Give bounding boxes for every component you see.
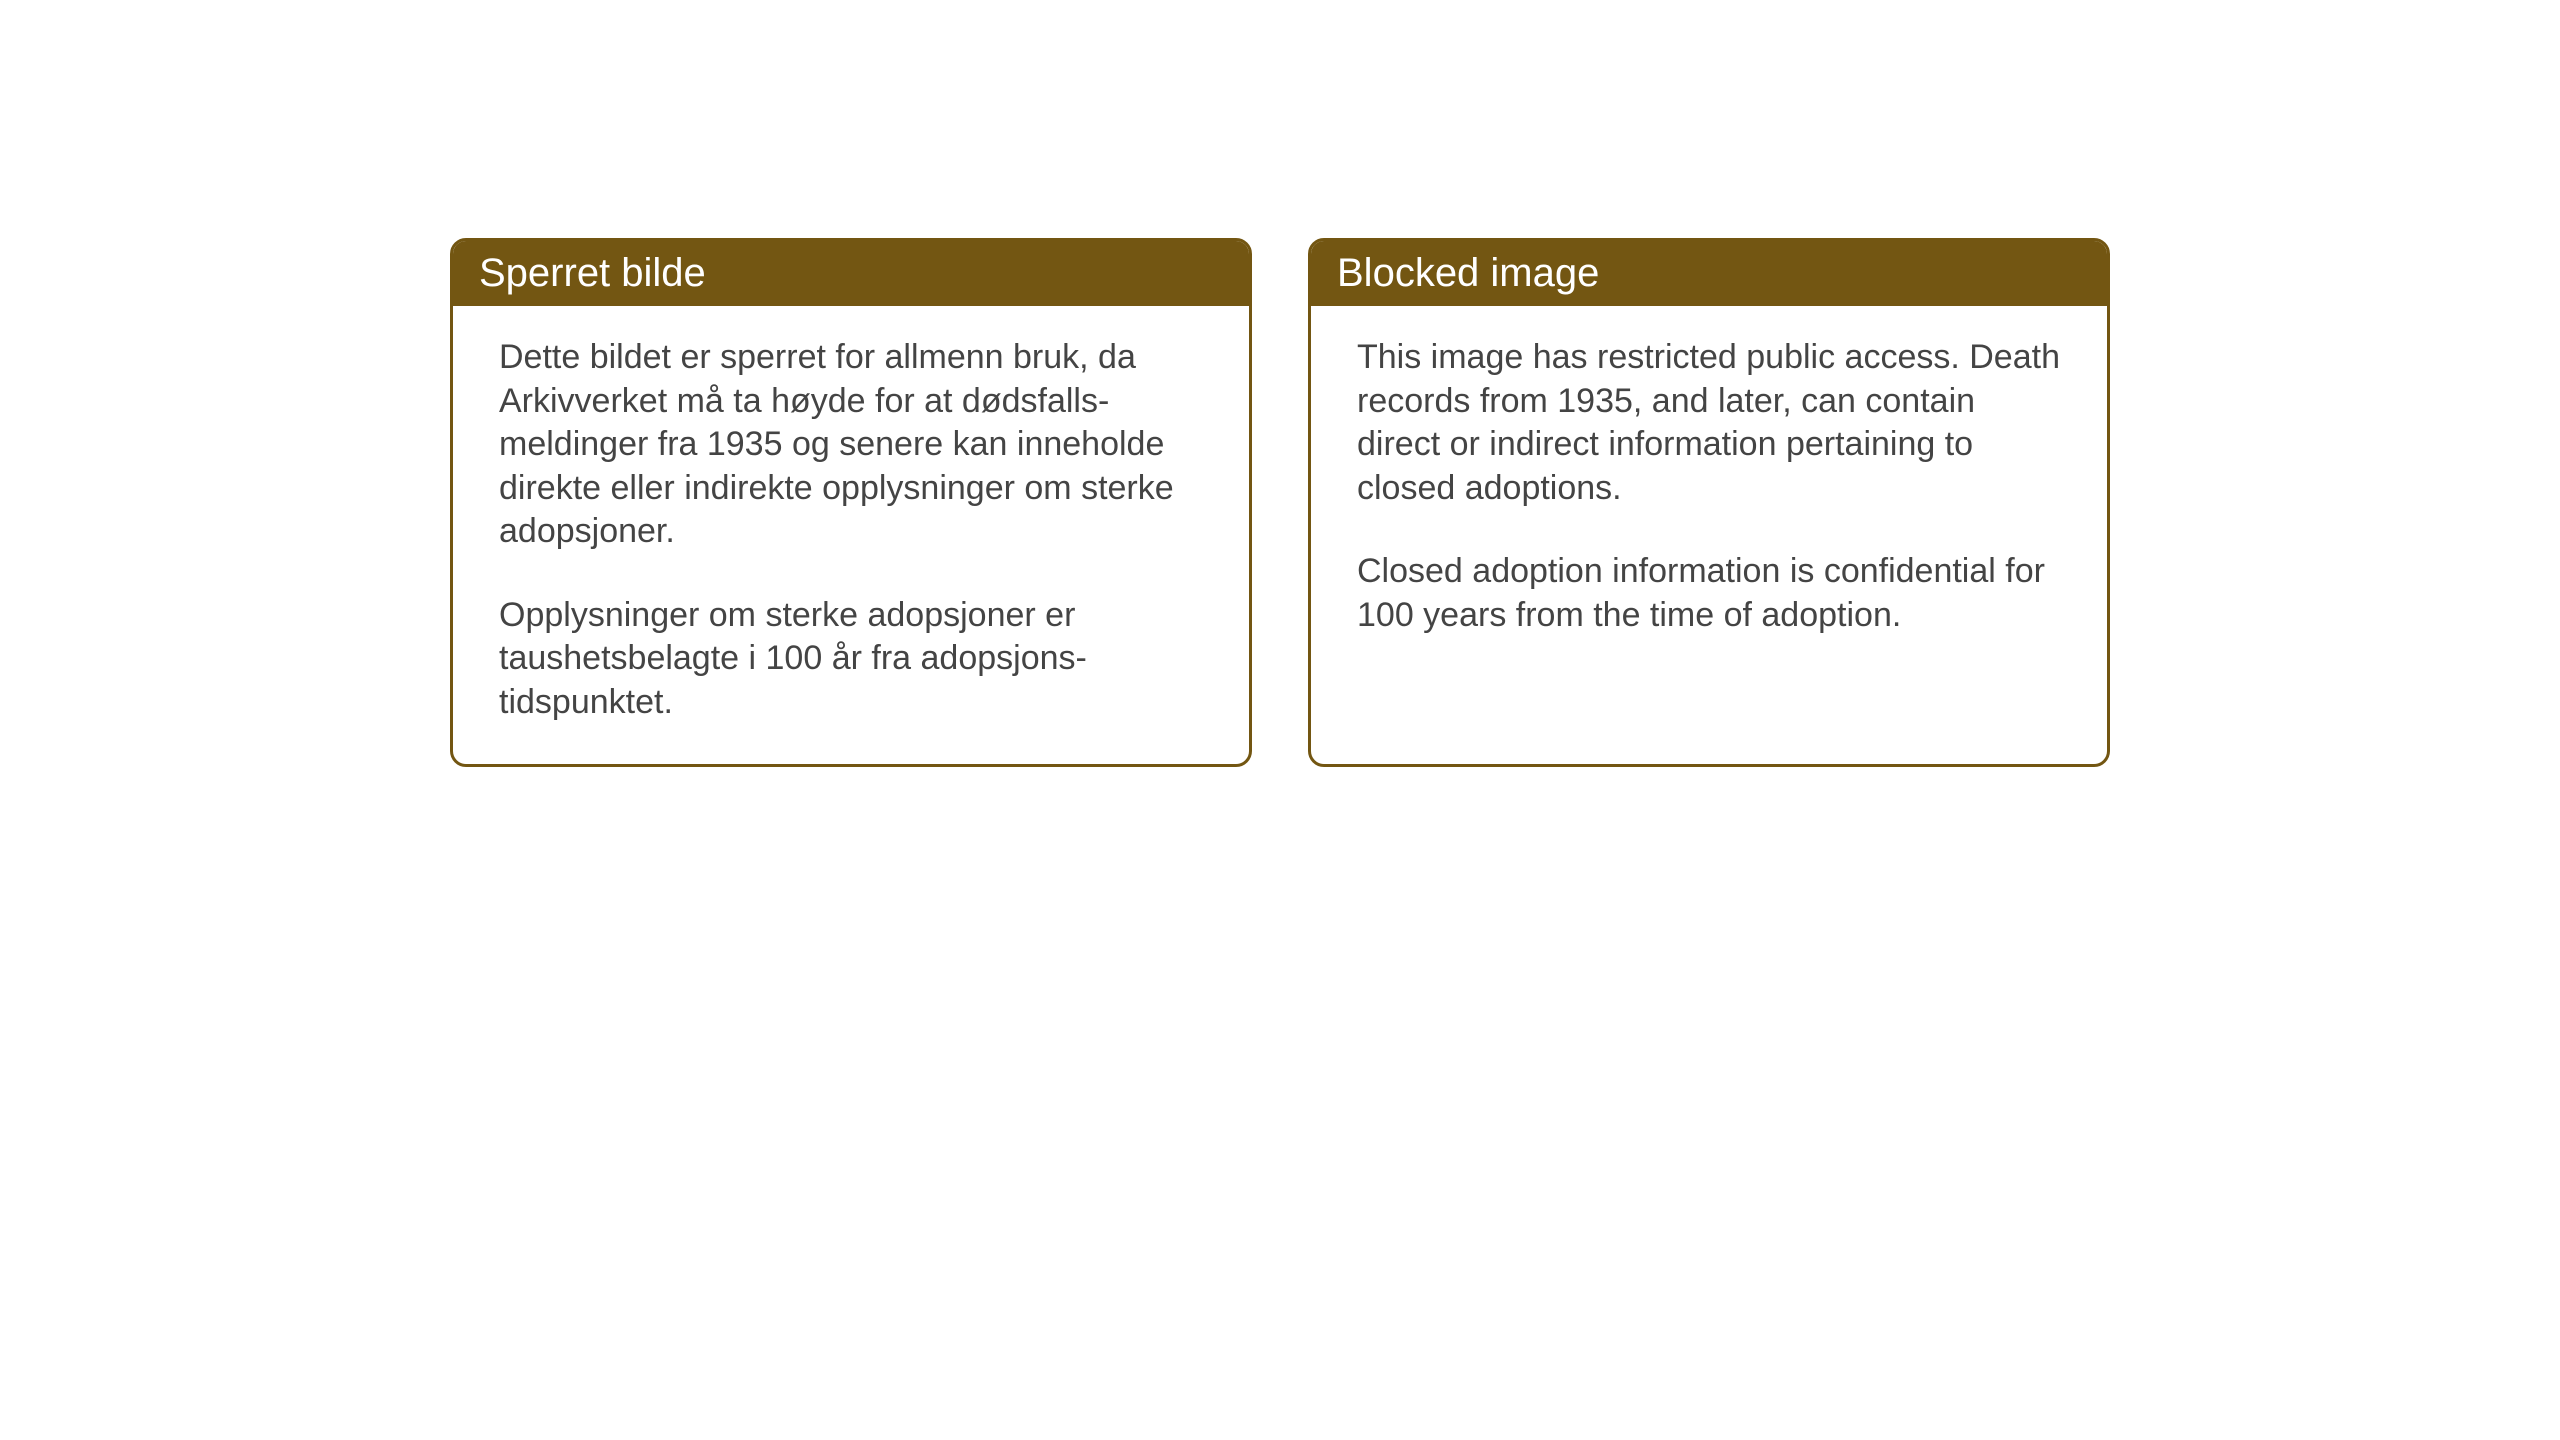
norwegian-card: Sperret bilde Dette bildet er sperret fo… (450, 238, 1252, 767)
norwegian-paragraph-1: Dette bildet er sperret for allmenn bruk… (499, 336, 1203, 554)
english-paragraph-2: Closed adoption information is confident… (1357, 550, 2061, 637)
cards-container: Sperret bilde Dette bildet er sperret fo… (450, 238, 2110, 767)
english-card: Blocked image This image has restricted … (1308, 238, 2110, 767)
norwegian-card-title: Sperret bilde (453, 241, 1249, 306)
english-paragraph-1: This image has restricted public access.… (1357, 336, 2061, 510)
norwegian-paragraph-2: Opplysninger om sterke adopsjoner er tau… (499, 594, 1203, 725)
norwegian-card-body: Dette bildet er sperret for allmenn bruk… (453, 306, 1249, 764)
english-card-body: This image has restricted public access.… (1311, 306, 2107, 677)
english-card-title: Blocked image (1311, 241, 2107, 306)
